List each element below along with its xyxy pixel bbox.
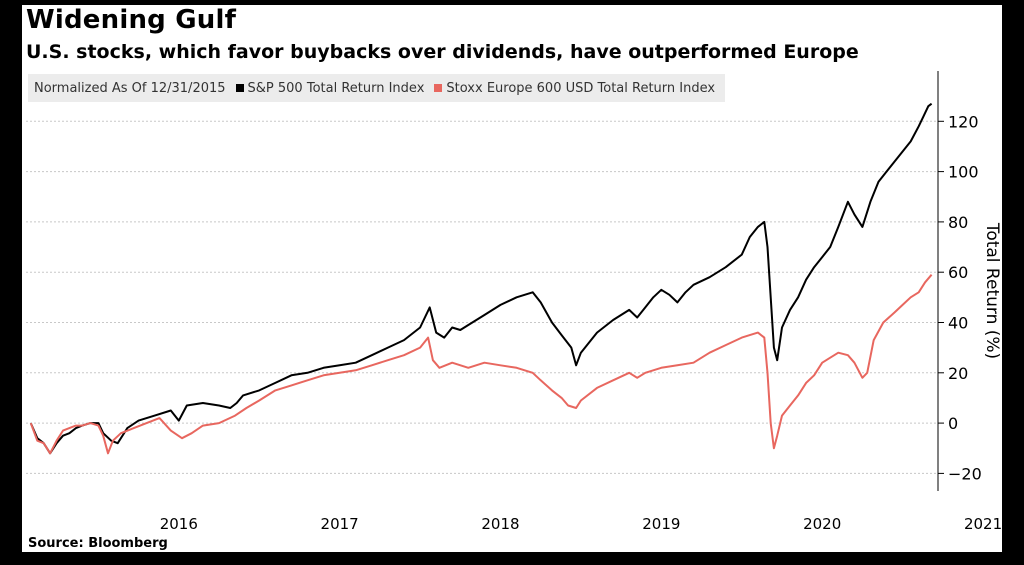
y-tick-label--20: −20 <box>948 464 982 483</box>
x-tick-label-2016: 2016 <box>160 515 198 533</box>
chart-subtitle: U.S. stocks, which favor buybacks over d… <box>26 41 859 63</box>
chart-title: Widening Gulf <box>26 5 237 35</box>
y-tick-label-20: 20 <box>948 364 968 383</box>
y-axis-label: Total Return (%) <box>982 222 1002 359</box>
legend-label-stoxx600: Stoxx Europe 600 USD Total Return Index <box>446 80 716 96</box>
y-tick-label-120: 120 <box>948 112 979 131</box>
y-tick-label-40: 40 <box>948 313 968 332</box>
legend-label-sp500: S&P 500 Total Return Index <box>247 80 425 96</box>
series-lines <box>29 102 933 455</box>
x-tick-label-2020: 2020 <box>803 515 841 533</box>
axes: −20 0 20 40 60 80 100 120 2016 2017 2018 2019 2020 20… <box>160 71 1002 533</box>
y-tick-label-60: 60 <box>948 263 968 282</box>
series-line-stoxx600 <box>29 274 933 455</box>
legend-item-stoxx600: Stoxx Europe 600 USD Total Return Index <box>434 81 715 96</box>
x-tick-label-2018: 2018 <box>481 515 519 533</box>
y-tick-label-100: 100 <box>948 163 979 182</box>
legend-swatch-sp500 <box>235 84 244 92</box>
line-chart: −20 0 20 40 60 80 100 120 2016 2017 2018 2019 2020 20… <box>26 71 1002 533</box>
chart-panel: Widening Gulf U.S. stocks, which favor b… <box>22 5 1002 552</box>
series-line-sp500 <box>29 102 933 455</box>
x-tick-label-2021: 2021 <box>964 515 1002 533</box>
legend-note: Normalized As Of 12/31/2015 <box>34 80 226 96</box>
gridlines <box>26 120 938 474</box>
legend: Normalized As Of 12/31/2015 S&P 500 Tota… <box>28 74 726 102</box>
x-tick-label-2019: 2019 <box>642 515 680 533</box>
y-tick-label-80: 80 <box>948 213 968 232</box>
y-tick-label-0: 0 <box>948 414 958 433</box>
x-tick-label-2017: 2017 <box>321 515 359 533</box>
legend-item-sp500: S&P 500 Total Return Index <box>235 80 425 96</box>
source-note: Source: Bloomberg <box>28 536 168 551</box>
legend-swatch-stoxx600 <box>434 84 443 92</box>
